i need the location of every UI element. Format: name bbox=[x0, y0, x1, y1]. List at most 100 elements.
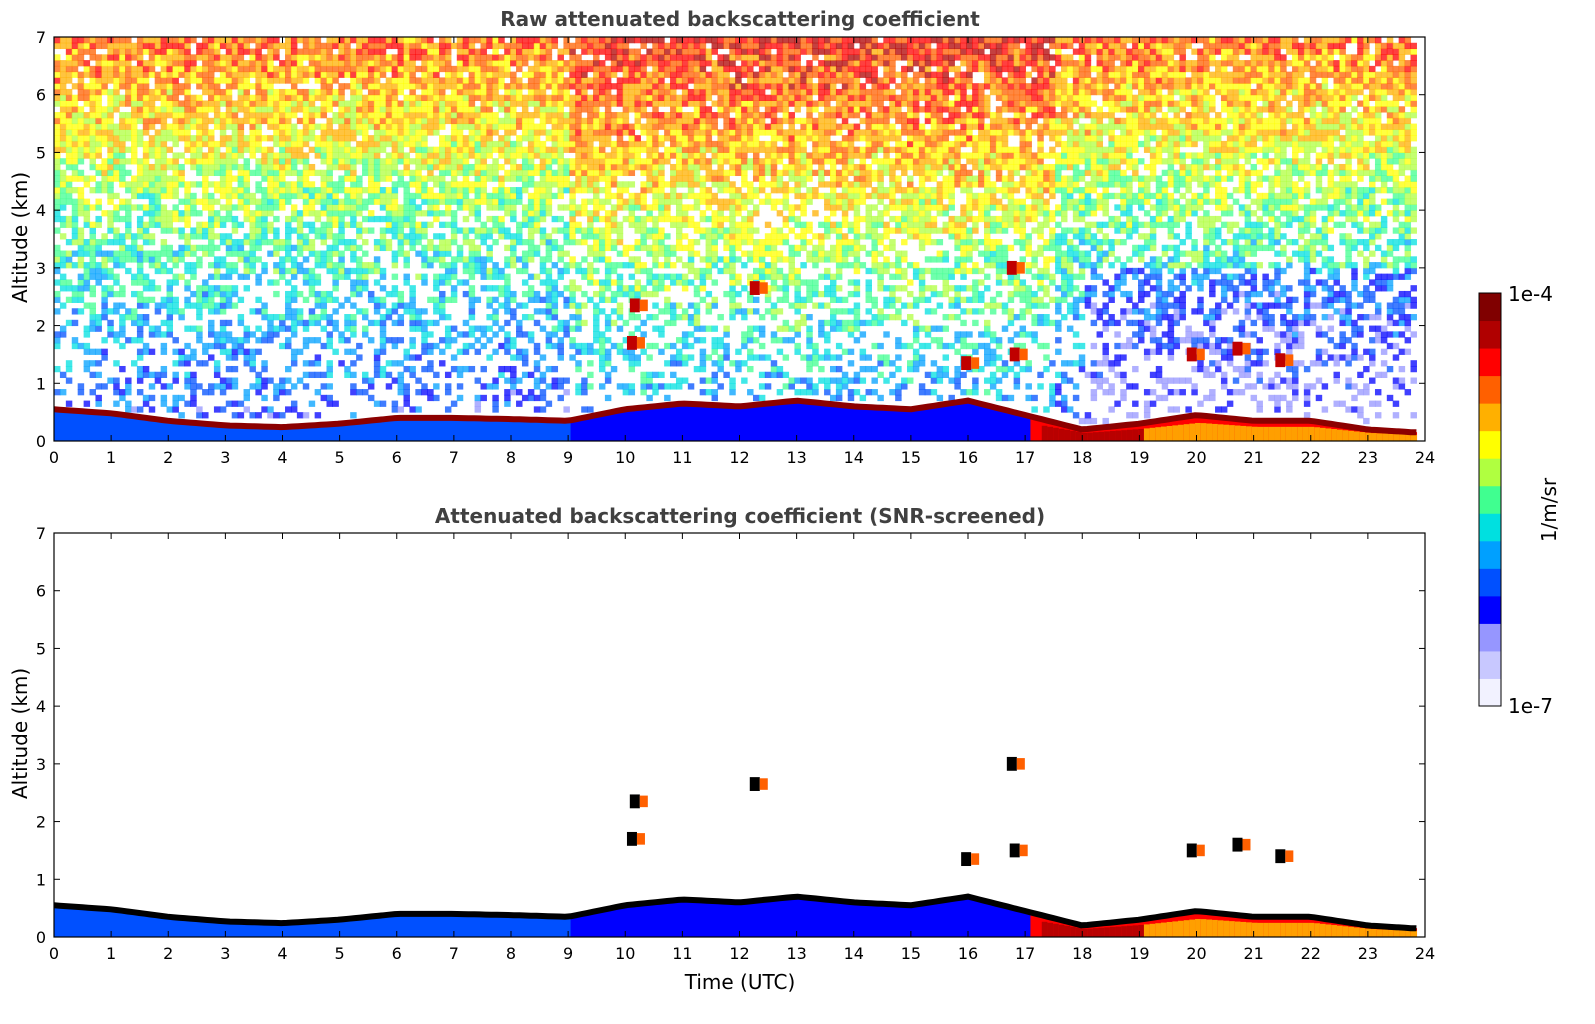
noise-cell bbox=[474, 210, 482, 217]
noise-cell bbox=[628, 100, 636, 107]
noise-cell bbox=[711, 215, 718, 223]
noise-cell bbox=[693, 37, 701, 44]
noise-cell bbox=[675, 198, 683, 205]
noise-cell bbox=[658, 198, 665, 205]
noise-cell bbox=[462, 331, 470, 338]
noise-cell bbox=[113, 175, 120, 182]
noise-cell bbox=[557, 325, 564, 332]
noise-cell bbox=[125, 210, 132, 217]
noise-cell bbox=[610, 244, 618, 252]
noise-cell bbox=[444, 267, 452, 275]
noise-cell bbox=[344, 158, 351, 165]
noise-cell bbox=[219, 37, 227, 44]
noise-cell bbox=[231, 65, 239, 73]
noise-cell bbox=[456, 394, 464, 402]
noise-cell bbox=[427, 94, 434, 101]
noise-cell bbox=[208, 198, 215, 205]
noise-cell bbox=[557, 71, 564, 78]
noise-cell bbox=[705, 106, 713, 113]
noise-cell bbox=[213, 210, 221, 217]
noise-cell bbox=[379, 239, 387, 246]
noise-cell bbox=[681, 152, 689, 159]
noise-cell bbox=[545, 233, 553, 240]
noise-cell bbox=[243, 198, 251, 205]
noise-cell bbox=[504, 256, 511, 263]
noise-cell bbox=[391, 400, 399, 407]
noise-cell bbox=[675, 48, 683, 55]
noise-cell bbox=[658, 88, 665, 96]
noise-cell bbox=[332, 158, 339, 165]
noise-cell bbox=[510, 314, 517, 321]
noise-cell bbox=[362, 106, 369, 113]
noise-cell bbox=[391, 273, 399, 280]
noise-cell bbox=[71, 48, 79, 55]
noise-cell bbox=[391, 140, 399, 148]
noise-cell bbox=[208, 146, 215, 153]
noise-cell bbox=[397, 158, 405, 165]
noise-cell bbox=[356, 354, 363, 361]
noise-cell bbox=[616, 37, 624, 44]
noise-cell bbox=[403, 348, 410, 355]
noise-cell bbox=[367, 112, 375, 119]
noise-cell bbox=[184, 279, 191, 286]
noise-cell bbox=[699, 117, 707, 125]
noise-cell bbox=[504, 233, 511, 240]
noise-cell bbox=[575, 314, 582, 321]
noise-cell bbox=[350, 221, 357, 228]
noise-cell bbox=[539, 60, 547, 67]
noise-cell bbox=[640, 94, 647, 101]
noise-cell bbox=[119, 331, 126, 338]
noise-cell bbox=[717, 267, 724, 275]
noise-cell bbox=[474, 60, 482, 67]
noise-cell bbox=[604, 360, 612, 367]
noise-cell bbox=[178, 256, 185, 263]
noise-cell bbox=[587, 348, 594, 355]
noise-cell bbox=[664, 250, 671, 257]
noise-cell bbox=[521, 106, 529, 113]
noise-cell bbox=[421, 244, 428, 252]
noise-cell bbox=[261, 163, 268, 171]
noise-cell bbox=[439, 48, 446, 55]
noise-cell bbox=[148, 383, 156, 390]
noise-cell bbox=[391, 123, 399, 130]
noise-cell bbox=[290, 169, 298, 177]
noise-cell bbox=[332, 163, 339, 171]
noise-cell bbox=[219, 152, 227, 159]
noise-cell bbox=[308, 169, 316, 177]
noise-cell bbox=[302, 360, 310, 367]
noise-cell bbox=[136, 77, 144, 84]
noise-cell bbox=[320, 227, 328, 234]
noise-cell bbox=[160, 163, 168, 171]
noise-cell bbox=[486, 267, 493, 275]
noise-cell bbox=[344, 325, 351, 332]
noise-cell bbox=[196, 244, 203, 252]
noise-cell bbox=[699, 175, 707, 182]
noise-cell bbox=[255, 337, 262, 344]
noise-cell bbox=[279, 123, 286, 130]
noise-cell bbox=[480, 146, 487, 153]
noise-cell bbox=[539, 94, 547, 101]
noise-cell bbox=[77, 296, 85, 303]
noise-cell bbox=[474, 175, 482, 182]
noise-cell bbox=[308, 129, 316, 136]
noise-cell bbox=[172, 175, 179, 182]
noise-cell bbox=[249, 60, 256, 67]
noise-cell bbox=[136, 377, 144, 384]
noise-cell bbox=[136, 158, 144, 165]
noise-cell bbox=[468, 267, 476, 275]
noise-cell bbox=[59, 371, 67, 379]
noise-cell bbox=[675, 221, 683, 228]
noise-cell bbox=[95, 42, 102, 50]
noise-cell bbox=[705, 239, 713, 246]
noise-cell bbox=[687, 250, 695, 257]
noise-cell bbox=[622, 319, 630, 327]
noise-cell bbox=[664, 88, 671, 96]
noise-cell bbox=[95, 54, 102, 61]
noise-cell bbox=[314, 198, 322, 205]
noise-cell bbox=[557, 158, 564, 165]
noise-cell bbox=[95, 123, 102, 130]
noise-cell bbox=[142, 371, 150, 379]
noise-cell bbox=[202, 163, 209, 171]
noise-cell bbox=[403, 308, 410, 315]
noise-cell bbox=[397, 204, 405, 211]
